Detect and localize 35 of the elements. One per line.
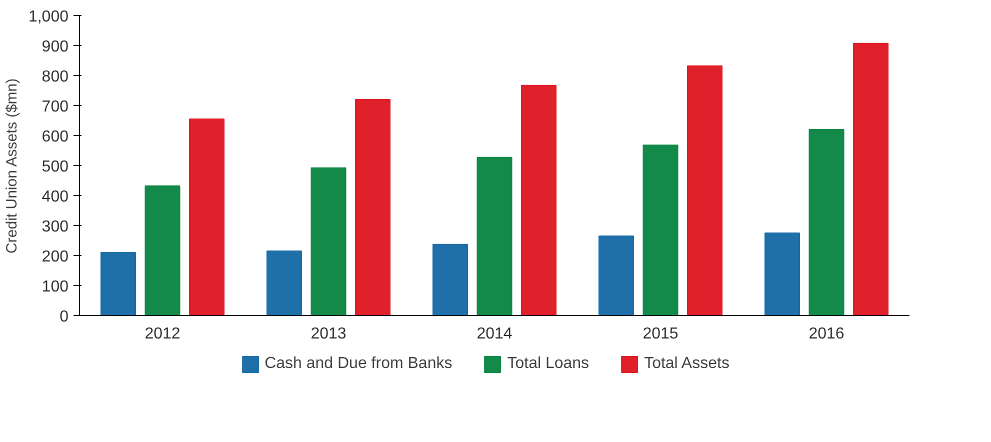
y-tick-label: 700: [42, 98, 69, 116]
bar: [598, 236, 634, 316]
bar: [144, 185, 180, 316]
y-tick-label: 1,000: [28, 8, 69, 26]
y-tick-label: 900: [42, 38, 69, 56]
bar: [310, 167, 346, 316]
y-tick-label: 800: [42, 68, 69, 86]
bar: [266, 250, 302, 316]
y-tick-label: 500: [42, 158, 69, 176]
x-tick-label: 2015: [642, 326, 678, 342]
bar: [808, 129, 844, 316]
legend-label: Total Assets: [644, 354, 730, 372]
y-tick-label: 400: [42, 188, 69, 206]
bar: [476, 156, 512, 316]
y-tick-label: 600: [42, 128, 69, 146]
bar: [189, 118, 225, 316]
legend-label: Total Loans: [507, 354, 590, 372]
legend-label: Cash and Due from Banks: [264, 354, 452, 372]
bar: [687, 65, 723, 316]
bar: [642, 144, 678, 316]
bar: [432, 244, 468, 316]
y-axis-title: Credit Union Assets ($mn): [3, 78, 20, 254]
bar: [764, 232, 800, 316]
bar: [355, 99, 391, 316]
bar: [521, 84, 557, 316]
y-tick-label: 100: [42, 278, 69, 296]
bar: [853, 42, 889, 316]
x-tick-label: 2012: [144, 326, 180, 342]
bar: [100, 252, 136, 316]
y-tick-label: 200: [42, 248, 69, 266]
y-tick-label: 300: [42, 218, 69, 236]
x-tick-label: 2014: [476, 326, 512, 342]
x-tick-label: 2013: [310, 326, 346, 342]
y-tick-label: 0: [60, 308, 69, 326]
x-tick-label: 2016: [808, 326, 844, 342]
